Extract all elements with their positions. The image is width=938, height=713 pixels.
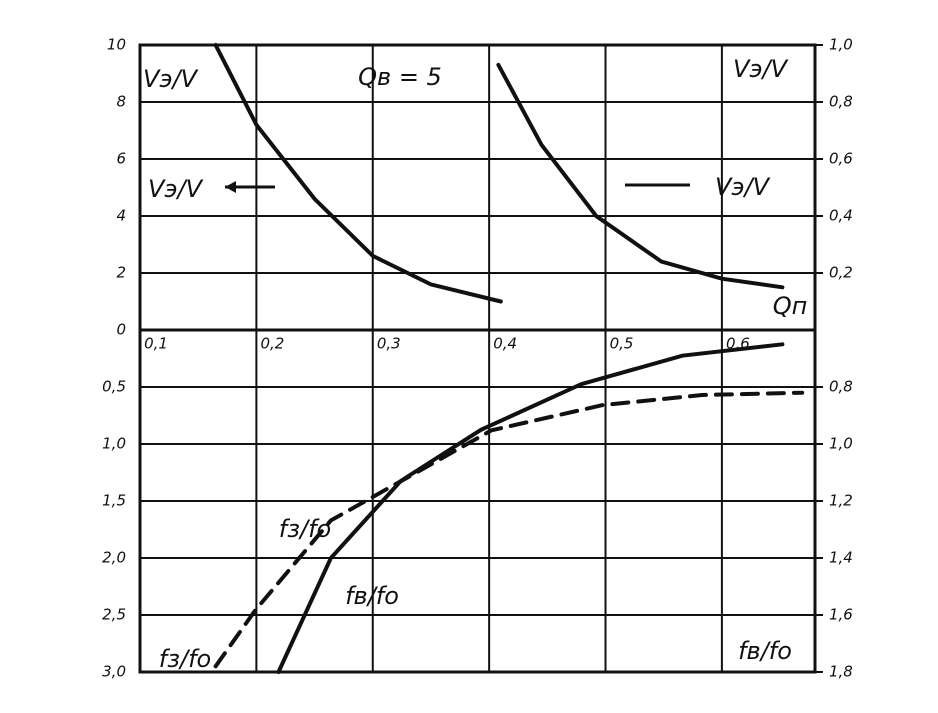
y2-tick-label: 1,6	[829, 606, 853, 624]
x-tick-label: 0,5	[610, 335, 634, 353]
data-line	[213, 43, 503, 304]
y-tick-label: 2	[116, 264, 126, 282]
y-tick-label: 3,0	[102, 663, 126, 681]
data-line	[276, 342, 785, 674]
y-tick-label: 1,5	[102, 492, 126, 510]
plot-frame	[138, 43, 817, 674]
y-tick-label: 0	[116, 321, 126, 339]
label: fв/fо	[738, 637, 792, 665]
data-line	[496, 62, 785, 290]
label: Vэ/V	[715, 173, 771, 201]
label: Vэ/V	[143, 65, 199, 93]
y2-tick-label: 1,0	[829, 36, 853, 54]
y-tick-label: 6	[116, 150, 126, 168]
y2-tick-label: 1,2	[829, 492, 853, 510]
label: Vэ/V	[148, 175, 204, 203]
y-tick-label: 4	[116, 207, 126, 225]
y2-tick-label: 0,4	[829, 207, 853, 225]
label: fз/fо	[159, 645, 211, 673]
y2-tick-label: 0,6	[829, 150, 853, 168]
y2-tick-label: 0,8	[829, 93, 853, 111]
label: Qп	[773, 292, 808, 320]
x-tick-label: 0,2	[260, 335, 284, 353]
y2-tick-label: 1,4	[829, 549, 853, 567]
data-line	[213, 390, 805, 669]
y-tick-label: 1,0	[102, 435, 126, 453]
x-tick-label: 0,3	[377, 335, 401, 353]
y-tick-label: 0,5	[102, 378, 126, 396]
y2-tick-label: 0,8	[829, 378, 853, 396]
label: fв/fо	[345, 582, 399, 610]
arrow-head	[225, 181, 236, 193]
x-tick-label: 0,1	[144, 335, 168, 353]
y-tick-label: 2,0	[102, 549, 126, 567]
y2-tick-label: 1,8	[829, 663, 853, 681]
y-tick-label: 10	[107, 36, 126, 54]
label: fз/fо	[279, 515, 331, 543]
label: Vэ/V	[733, 55, 789, 83]
y-tick-label: 2,5	[102, 606, 126, 624]
y2-tick-label: 1,0	[829, 435, 853, 453]
y-tick-label: 8	[116, 93, 126, 111]
label: Qв = 5	[358, 63, 442, 91]
y2-tick-label: 0,2	[829, 264, 853, 282]
x-tick-label: 0,4	[493, 335, 517, 353]
